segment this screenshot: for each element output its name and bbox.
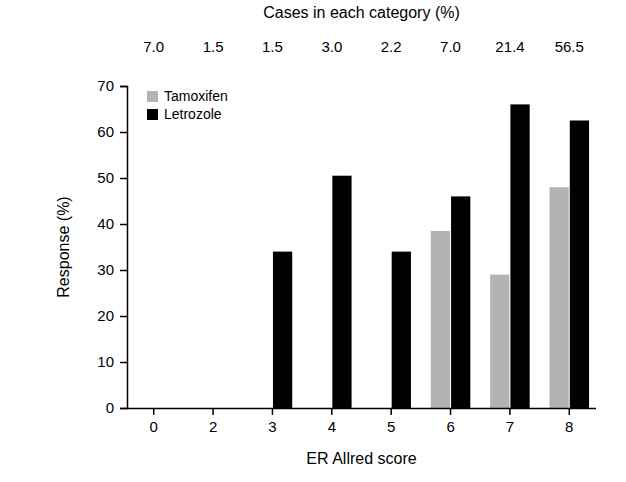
case-label: 1.5 <box>262 38 283 55</box>
y-tick: 40 <box>97 215 127 232</box>
y-tick-label: 10 <box>97 353 114 370</box>
case-label: 2.2 <box>381 38 402 55</box>
bar <box>570 121 589 409</box>
x-tick: 7 <box>506 408 514 435</box>
bar <box>550 187 569 408</box>
x-tick-label: 5 <box>387 418 395 435</box>
y-tick-mark <box>120 316 127 318</box>
x-tick: 4 <box>328 408 336 435</box>
case-label: 56.5 <box>555 38 584 55</box>
x-tick: 5 <box>387 408 395 435</box>
top-title: Cases in each category (%) <box>263 4 460 21</box>
legend-label: Letrozole <box>164 106 222 122</box>
x-tick-label: 4 <box>328 418 336 435</box>
y-tick: 50 <box>97 169 127 186</box>
legend-item: Tamoxifen <box>147 88 228 104</box>
legend-swatch <box>147 109 158 120</box>
x-tick-label: 0 <box>150 418 158 435</box>
y-tick-mark <box>120 362 127 364</box>
bar <box>510 104 529 408</box>
y-tick-label: 70 <box>97 77 114 94</box>
x-tick-label: 6 <box>446 418 454 435</box>
x-tick-label: 3 <box>268 418 276 435</box>
legend-label: Tamoxifen <box>164 88 228 104</box>
x-tick: 0 <box>150 408 158 435</box>
x-tick-label: 8 <box>565 418 573 435</box>
series <box>273 104 589 408</box>
y-tick-label: 0 <box>106 399 114 416</box>
case-label: 7.0 <box>143 38 164 55</box>
y-tick-mark <box>120 86 127 88</box>
legend-swatch <box>147 91 158 102</box>
x-tick-mark <box>331 408 333 415</box>
bars <box>273 104 589 408</box>
y-tick-label: 20 <box>97 307 114 324</box>
case-label: 3.0 <box>321 38 342 55</box>
x-axis-line <box>127 408 596 410</box>
legend-item: Letrozole <box>147 106 222 122</box>
y-tick-mark <box>120 178 127 180</box>
y-tick-label: 50 <box>97 169 114 186</box>
y-tick: 70 <box>97 77 127 94</box>
bar <box>332 176 351 408</box>
bar <box>392 252 411 408</box>
y-tick: 10 <box>97 353 127 370</box>
x-axis: 0 2 3 4 5 6 7 8 <box>127 408 596 435</box>
x-tick-mark <box>450 408 452 415</box>
bar <box>273 252 292 408</box>
x-tick-mark <box>272 408 274 415</box>
y-tick: 20 <box>97 307 127 324</box>
y-tick: 30 <box>97 261 127 278</box>
series <box>431 187 569 408</box>
case-label: 1.5 <box>203 38 224 55</box>
x-tick-mark <box>509 408 511 415</box>
x-tick: 6 <box>446 408 454 435</box>
legend: Tamoxifen Letrozole <box>147 88 228 122</box>
case-label: 7.0 <box>440 38 461 55</box>
y-tick: 60 <box>97 123 127 140</box>
plot: 0 2 3 4 5 6 7 8 0 10 20 30 40 50 60 70 ER Allred score Re… <box>55 77 596 467</box>
x-tick-label: 2 <box>209 418 217 435</box>
y-axis: 0 10 20 30 40 50 60 70 <box>97 77 127 416</box>
y-tick-mark <box>120 408 127 410</box>
y-tick-label: 30 <box>97 261 114 278</box>
bar <box>490 275 509 408</box>
x-tick-mark <box>153 408 155 415</box>
y-tick: 0 <box>106 399 127 416</box>
x-tick-label: 7 <box>506 418 514 435</box>
x-tick: 8 <box>565 408 573 435</box>
x-tick-mark <box>569 408 571 415</box>
x-tick: 3 <box>268 408 276 435</box>
bar <box>431 231 450 408</box>
bar <box>451 196 470 408</box>
y-tick-mark <box>120 132 127 134</box>
y-tick-mark <box>120 270 127 272</box>
y-axis-line <box>120 87 128 409</box>
y-tick-mark <box>120 224 127 226</box>
chart: 0 2 3 4 5 6 7 8 0 10 20 30 40 50 60 70 ER Allred score Re… <box>0 0 626 482</box>
x-axis-title: ER Allred score <box>306 450 416 467</box>
y-tick-label: 40 <box>97 215 114 232</box>
x-tick-mark <box>390 408 392 415</box>
y-axis-title: Response (%) <box>55 196 72 297</box>
x-tick: 2 <box>209 408 217 435</box>
case-label: 21.4 <box>495 38 524 55</box>
y-tick-label: 60 <box>97 123 114 140</box>
x-tick-mark <box>212 408 214 415</box>
